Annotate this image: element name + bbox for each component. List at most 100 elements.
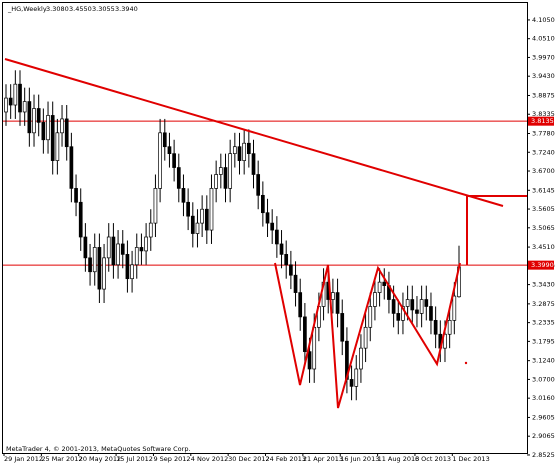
level-label-box [528,116,554,126]
y-tick-label: 4.1050 [532,16,555,24]
y-tick-label: 3.5605 [532,205,555,213]
candle-body [349,379,354,387]
y-tick-label: 3.2335 [532,319,555,327]
y-tick-label: 3.8335 [532,110,555,118]
candle-body [69,146,74,189]
candle-body [106,236,111,259]
candle-body [382,281,387,286]
candle-body [354,368,359,387]
candle-body [293,274,298,293]
y-tick-label: 3.9430 [532,72,555,80]
y-tick-label: 3.7780 [532,130,555,138]
zigzag [274,262,461,409]
candle-body [363,326,368,349]
candle-body [228,153,233,189]
candle-body [391,299,396,314]
candle-body [186,201,190,217]
x-tick-label: 6 Oct 2013 [415,455,451,463]
candle-body [162,132,167,148]
x-tick-label: 16 Jun 2013 [340,455,379,463]
y-tick-label: 3.5065 [532,224,555,232]
candle-body [415,309,419,314]
x-tick-label: 4 Nov 2012 [191,455,229,463]
candle-body [298,292,303,318]
candle-body [36,108,41,123]
candle-body [97,247,102,290]
candle-body [419,299,424,314]
candle-body [214,174,218,189]
candle-body [41,122,46,141]
candle-body [405,299,410,307]
x-tick-label: 15 Jul 2012 [116,455,153,463]
candle-body [116,243,120,266]
candle-body [172,153,176,168]
candle-body [27,101,32,134]
y-tick-label: 4.0510 [532,35,555,43]
candle-body [13,83,18,106]
y-tick-label: 3.6145 [532,186,555,194]
candle-body [125,254,130,280]
y-tick-label: 2.9605 [532,413,555,421]
candle-body [176,167,181,189]
candle-body [209,188,214,231]
candle-body [158,132,162,189]
trend-line [4,58,504,207]
candle-body [190,215,195,234]
x-tick-label: 24 Feb 2013 [266,455,306,463]
y-tick-label: 3.3430 [532,281,555,289]
x-tick-label: 20 May 2012 [79,455,121,463]
candle-body [410,299,415,311]
level-label: 3.3990 [531,261,554,269]
drawings [4,58,527,409]
candle-body [232,146,237,155]
candle-body [55,132,60,161]
y-tick-label: 2.9065 [532,432,555,440]
candle-body [200,208,204,224]
ohlc-value: 3.3940 [115,5,138,13]
candle-body [8,97,13,106]
candle-body [284,254,289,266]
ohlc-value: 3.4550 [69,5,92,13]
candle-body [452,295,457,321]
candle-body [279,243,284,255]
candle-body [443,333,447,349]
ohlc-readout: 3.3080 3.4550 3.3055 3.3940 [46,5,138,13]
x-tick-label: 21 Apr 2013 [303,455,343,463]
candle-body [303,316,307,352]
candle-body [340,313,345,342]
candle-body [368,306,373,328]
target-marker [466,195,527,265]
candle-body [4,97,8,113]
candle-body [256,174,261,196]
candle-body [120,243,125,255]
candle-body [22,101,27,113]
candle-body [167,146,172,155]
candle-body [18,83,22,113]
candle-body [64,118,69,148]
candle-body [148,222,153,238]
candle-body [88,257,92,273]
candle-body [46,115,50,141]
candle-body [32,108,36,134]
y-tick-label: 3.8875 [532,91,555,99]
candle-body [78,201,83,238]
candle-body [331,292,335,300]
y-tick-label: 3.4510 [532,243,555,251]
y-tick-label: 3.7240 [532,148,555,156]
y-tick-label: 3.0160 [532,394,555,402]
candle-body [181,188,186,203]
y-tick-label: 3.6700 [532,167,555,175]
candle-body [359,347,363,370]
x-tick-label: 29 Jan 2012 [4,455,43,463]
candle-body [60,118,64,134]
y-tick-label: 3.1795 [532,337,555,345]
y-tick-label: 3.2875 [532,300,555,308]
candle-body [139,247,144,252]
candle-body [261,194,265,214]
plot: 4.1050 4.0510 3.9970 3.9430 3.8875 3.8335 3.77… [3,16,555,463]
candle-body [102,257,106,290]
y-tick-label: 2.8525 [532,451,555,459]
x-tick-label: 25 Mar 2012 [41,455,82,463]
candle-body [373,292,377,307]
